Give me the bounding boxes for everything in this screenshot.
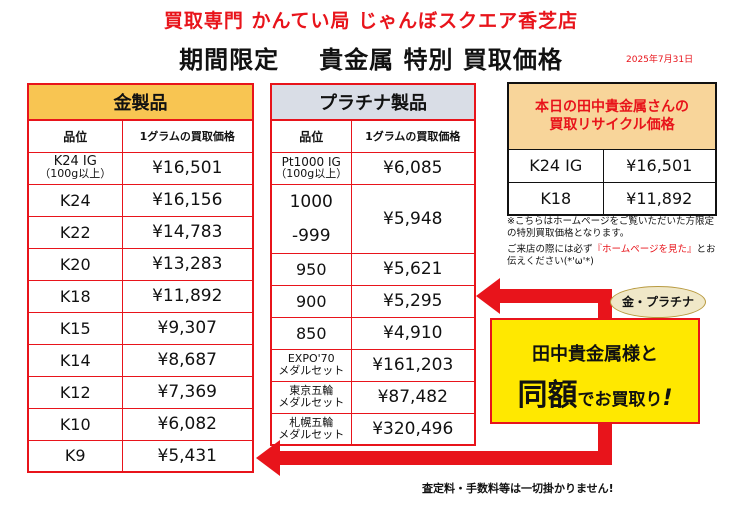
table-row: K9 ¥5,431 [27, 439, 254, 473]
headline-main: 貴金属 特別 買取価格 [319, 46, 563, 74]
grade-cell: K10 [27, 407, 123, 441]
price-cell: ¥7,369 [121, 375, 254, 409]
grade-cell: K15 [27, 311, 123, 345]
headline-period: 期間限定 [179, 46, 280, 74]
grade-cell: 1000 -999 [270, 183, 352, 254]
price-cell: ¥6,082 [121, 407, 254, 441]
grade-cell: 札幌五輪 メダルセット [270, 412, 352, 446]
gold-price-table: 金製品 品位 1グラムの買取価格 K24 IG （100g以上） ¥16,501 … [27, 83, 254, 473]
table-row: 札幌五輪 メダルセット ¥320,496 [270, 412, 476, 446]
grade-cell: K18 [27, 279, 123, 313]
promo-line1: 田中貴金属様と [532, 344, 658, 365]
gold-col-grade: 品位 [27, 119, 123, 153]
platinum-price-table: プラチナ製品 品位 1グラムの買取価格 Pt1000 IG （100g以上） ¥6… [270, 83, 476, 446]
grade-cell: K24 [27, 183, 123, 217]
table-row: K18 ¥11,892 [509, 181, 715, 214]
table-row: K24 IG ¥16,501 [509, 150, 715, 183]
price-cell: ¥320,496 [350, 412, 476, 446]
price-cell: ¥16,156 [121, 183, 254, 217]
grade-cell: 東京五輪 メダルセット [270, 380, 352, 414]
arrow-to-platinum-icon [476, 278, 600, 314]
platinum-col-price: 1グラムの買取価格 [350, 119, 476, 153]
date-label: 2025年7月31日 [626, 55, 694, 65]
price-cell: ¥5,948 [350, 183, 476, 254]
price-cell: ¥8,687 [121, 343, 254, 377]
table-row: K15 ¥9,307 [27, 311, 254, 345]
table-row: 850 ¥4,910 [270, 316, 476, 350]
promo-line2: 同額でお買取り! [517, 378, 673, 413]
price-cell: ¥161,203 [350, 348, 476, 382]
table-row: 1000 -999 ¥5,948 [270, 183, 476, 254]
grade-cell: K12 [27, 375, 123, 409]
gold-table-caption: 金製品 [27, 83, 254, 121]
table-row: K18 ¥11,892 [27, 279, 254, 313]
table-row: K20 ¥13,283 [27, 247, 254, 281]
table-row: K14 ¥8,687 [27, 343, 254, 377]
tanaka-price-box: 本日の田中貴金属さんの 買取リサイクル価格 K24 IG ¥16,501 K18 ¥… [507, 82, 717, 216]
price-cell: ¥4,910 [350, 316, 476, 350]
table-row: 東京五輪 メダルセット ¥87,482 [270, 380, 476, 414]
price-cell: ¥9,307 [121, 311, 254, 345]
table-row: K10 ¥6,082 [27, 407, 254, 441]
table-row: K24 IG （100g以上） ¥16,501 [27, 151, 254, 185]
no-fee-note: 査定料・手数料等は一切掛かりません! [422, 482, 614, 495]
table-row: Pt1000 IG （100g以上） ¥6,085 [270, 151, 476, 185]
table-row: 950 ¥5,621 [270, 252, 476, 286]
platinum-table-caption: プラチナ製品 [270, 83, 476, 121]
same-price-promo: 田中貴金属様と 同額でお買取り! [490, 318, 700, 424]
grade-cell: K18 [509, 181, 604, 214]
gold-col-price: 1グラムの買取価格 [121, 119, 254, 153]
headline: 期間限定 貴金属 特別 買取価格 [0, 40, 742, 75]
price-cell: ¥13,283 [121, 247, 254, 281]
table-row: 900 ¥5,295 [270, 284, 476, 318]
grade-cell: K20 [27, 247, 123, 281]
platinum-col-grade: 品位 [270, 119, 352, 153]
grade-cell: K14 [27, 343, 123, 377]
gold-platinum-badge: 金・プラチナ [610, 286, 706, 318]
price-cell: ¥5,295 [350, 284, 476, 318]
price-cell: ¥11,892 [602, 181, 715, 214]
special-price-note: ※こちらはホームページをご覧いただいた方限定の特別買取価格となります。 [507, 216, 714, 239]
price-cell: ¥16,501 [121, 151, 254, 185]
price-cell: ¥14,783 [121, 215, 254, 249]
price-cell: ¥11,892 [121, 279, 254, 313]
tanaka-price-table: K24 IG ¥16,501 K18 ¥11,892 [509, 150, 715, 214]
shop-title: 買取専門 かんてい局 じゃんぼスクエア香芝店 [163, 10, 579, 32]
grade-cell: Pt1000 IG （100g以上） [270, 151, 352, 185]
tanaka-price-heading: 本日の田中貴金属さんの 買取リサイクル価格 [509, 84, 715, 150]
grade-cell: 850 [270, 316, 352, 350]
table-row: EXPO'70 メダルセット ¥161,203 [270, 348, 476, 382]
table-row: K22 ¥14,783 [27, 215, 254, 249]
arrow-connector-bottom [598, 422, 612, 464]
grade-cell: 950 [270, 252, 352, 286]
grade-cell: K22 [27, 215, 123, 249]
table-row: K24 ¥16,156 [27, 183, 254, 217]
price-cell: ¥5,431 [121, 439, 254, 473]
price-cell: ¥87,482 [350, 380, 476, 414]
grade-cell: EXPO'70 メダルセット [270, 348, 352, 382]
grade-cell: K24 IG [509, 150, 604, 183]
grade-cell: K9 [27, 439, 123, 473]
price-cell: ¥5,621 [350, 252, 476, 286]
grade-cell: 900 [270, 284, 352, 318]
grade-cell: K24 IG （100g以上） [27, 151, 123, 185]
price-cell: ¥6,085 [350, 151, 476, 185]
visit-note: ご来店の際には必ず『ホームページを見た』とお伝えください(*'ω'*) [507, 244, 716, 267]
table-row: K12 ¥7,369 [27, 375, 254, 409]
price-cell: ¥16,501 [602, 150, 715, 183]
